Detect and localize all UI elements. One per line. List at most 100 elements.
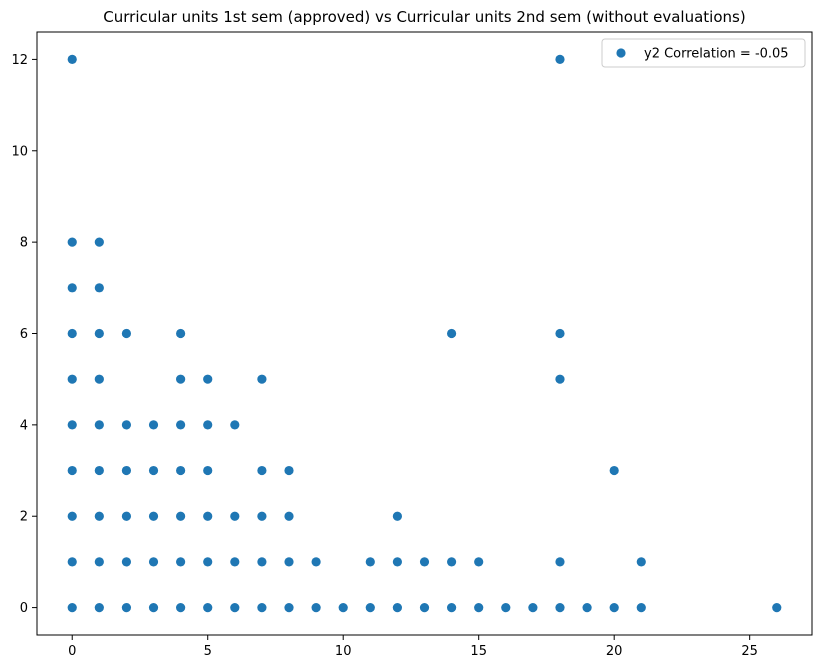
data-point bbox=[528, 602, 538, 613]
data-point bbox=[365, 602, 375, 613]
y-tick-label: 4 bbox=[20, 418, 28, 433]
data-point bbox=[555, 602, 565, 613]
data-point bbox=[67, 602, 77, 613]
data-point bbox=[176, 465, 186, 476]
data-point bbox=[148, 511, 159, 521]
data-point bbox=[392, 557, 402, 567]
x-tick-label: 5 bbox=[204, 644, 212, 659]
data-point bbox=[67, 54, 77, 65]
data-point bbox=[772, 602, 782, 613]
data-point bbox=[447, 602, 457, 613]
data-point bbox=[121, 328, 132, 339]
data-point bbox=[284, 602, 294, 613]
data-point bbox=[67, 465, 77, 476]
x-tick-label: 20 bbox=[606, 644, 623, 659]
data-point bbox=[94, 237, 104, 247]
data-point bbox=[284, 465, 294, 476]
data-point bbox=[148, 420, 159, 430]
data-point bbox=[230, 602, 240, 613]
data-point bbox=[555, 54, 565, 65]
data-point bbox=[67, 374, 77, 384]
y-tick-label: 6 bbox=[20, 327, 28, 342]
data-point bbox=[392, 511, 402, 521]
y-tick-label: 8 bbox=[20, 236, 28, 251]
data-point bbox=[474, 557, 484, 567]
data-point bbox=[555, 328, 565, 339]
data-point bbox=[94, 283, 104, 293]
data-point bbox=[257, 374, 267, 384]
data-point bbox=[94, 420, 104, 430]
data-point bbox=[311, 557, 321, 567]
data-point bbox=[67, 511, 77, 521]
data-point bbox=[338, 602, 348, 613]
data-point bbox=[94, 328, 104, 339]
legend-label: y2 Correlation = -0.05 bbox=[644, 47, 789, 62]
data-point bbox=[311, 602, 321, 613]
data-point bbox=[284, 511, 294, 521]
data-point bbox=[257, 511, 267, 521]
data-point bbox=[284, 557, 294, 567]
plot-frame bbox=[36, 31, 813, 636]
legend-box bbox=[601, 38, 806, 68]
data-point bbox=[176, 374, 186, 384]
data-point bbox=[447, 557, 457, 567]
data-point bbox=[67, 328, 77, 339]
data-point bbox=[501, 602, 511, 613]
data-point bbox=[148, 602, 159, 613]
data-point bbox=[176, 511, 186, 521]
data-point bbox=[392, 602, 402, 613]
data-point bbox=[203, 511, 213, 521]
data-point bbox=[447, 328, 457, 339]
data-point bbox=[94, 602, 104, 613]
data-point bbox=[176, 420, 186, 430]
data-point bbox=[67, 557, 77, 567]
data-point bbox=[67, 420, 77, 430]
x-tick-label: 15 bbox=[470, 644, 487, 659]
data-point bbox=[257, 465, 267, 476]
legend: y2 Correlation = -0.05 bbox=[601, 38, 806, 68]
data-point bbox=[230, 511, 240, 521]
data-point bbox=[121, 420, 132, 430]
data-point bbox=[121, 557, 132, 567]
data-point bbox=[555, 557, 565, 567]
y-tick-label: 12 bbox=[11, 53, 28, 68]
plot-area bbox=[67, 54, 782, 613]
data-point bbox=[257, 602, 267, 613]
legend-marker bbox=[616, 48, 626, 58]
data-point bbox=[67, 283, 77, 293]
chart-title: Curricular units 1st sem (approved) vs C… bbox=[103, 8, 745, 26]
y-tick-label: 2 bbox=[20, 510, 28, 525]
data-point bbox=[636, 602, 646, 613]
data-point bbox=[419, 557, 430, 567]
data-point bbox=[94, 557, 104, 567]
x-tick-label: 10 bbox=[335, 644, 352, 659]
data-point bbox=[176, 602, 186, 613]
y-tick-label: 0 bbox=[20, 601, 28, 616]
data-point bbox=[419, 602, 430, 613]
data-point bbox=[176, 328, 186, 339]
data-point bbox=[203, 557, 213, 567]
data-point bbox=[121, 465, 132, 476]
data-point bbox=[636, 557, 646, 567]
data-point bbox=[94, 511, 104, 521]
data-point bbox=[203, 420, 213, 430]
data-point bbox=[555, 374, 565, 384]
data-point bbox=[582, 602, 592, 613]
data-point bbox=[203, 465, 213, 476]
data-point bbox=[94, 465, 104, 476]
data-point bbox=[609, 465, 619, 476]
data-point bbox=[121, 511, 132, 521]
y-tick-label: 10 bbox=[11, 144, 28, 159]
data-point bbox=[67, 237, 77, 247]
data-point bbox=[474, 602, 484, 613]
data-point bbox=[257, 557, 267, 567]
data-point bbox=[148, 557, 159, 567]
data-point bbox=[176, 557, 186, 567]
data-point bbox=[94, 374, 104, 384]
data-point bbox=[230, 420, 240, 430]
data-point bbox=[203, 602, 213, 613]
data-point bbox=[365, 557, 375, 567]
data-point bbox=[121, 602, 132, 613]
